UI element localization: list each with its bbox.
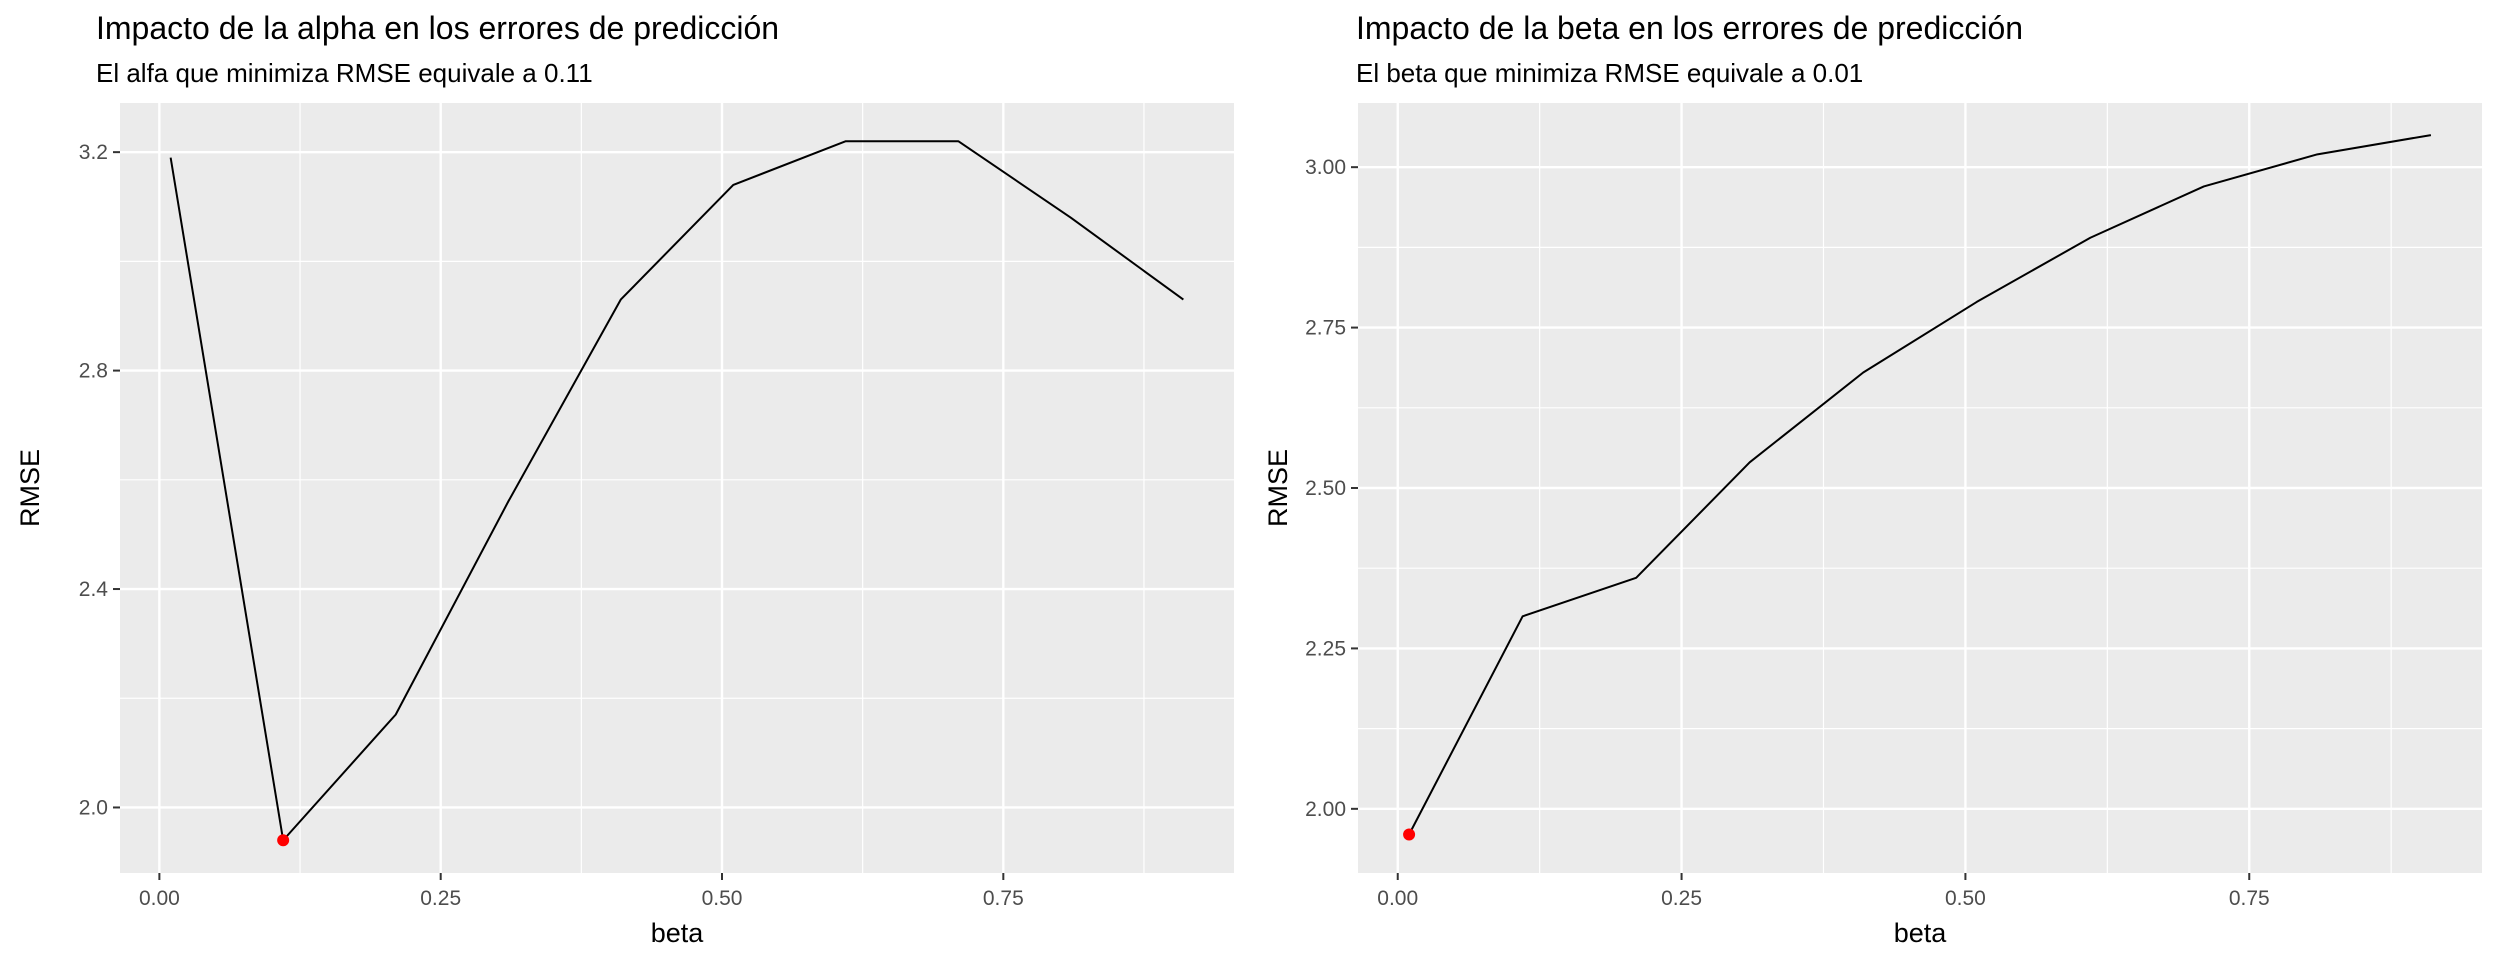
series-line — [1408, 134, 2432, 835]
y-tick-label: 2.8 — [79, 360, 108, 383]
chart-subtitle: El alfa que minimiza RMSE equivale a 0.1… — [96, 58, 593, 88]
chart-panel-alpha: Impacto de la alpha en los errores de pr… — [15, 10, 1234, 948]
y-axis-title: RMSE — [1263, 449, 1293, 527]
line-chart-alpha: 0.00 0.25 0.50 0.75 2.0 2.4 2.8 3.2 beta RMSE — [15, 103, 1234, 948]
y-tick-label: 2.0 — [79, 796, 108, 819]
y-tick-label: 2.4 — [79, 578, 109, 601]
min-point — [277, 834, 290, 847]
chart-subtitle: El beta que minimiza RMSE equivale a 0.0… — [1356, 58, 1864, 88]
chart-panel-beta: Impacto de la beta en los errores de pre… — [1248, 0, 2496, 960]
min-point — [1403, 828, 1416, 841]
x-tick-label: 0.50 — [1945, 887, 1986, 910]
x-tick-label: 0.75 — [2229, 887, 2270, 910]
line-chart-beta: 0.00 0.25 0.50 0.75 2.00 2.25 2.50 2.75 3.00 beta… — [1263, 103, 2482, 948]
y-tick-label: 2.00 — [1305, 798, 1346, 821]
x-tick-label: 0.25 — [1661, 887, 1702, 910]
chart-title: Impacto de la beta en los errores de pre… — [1356, 10, 2024, 46]
chart-title: Impacto de la alpha en los errores de pr… — [96, 10, 780, 46]
y-tick-label: 2.75 — [1305, 317, 1346, 340]
y-tick-label: 2.25 — [1305, 637, 1346, 660]
y-axis-title: RMSE — [15, 449, 45, 527]
series-line — [169, 140, 1184, 842]
plot-background — [120, 103, 1234, 873]
x-tick-label: 0.50 — [702, 887, 743, 910]
x-axis-title: beta — [651, 918, 705, 948]
y-tick-label: 2.50 — [1305, 477, 1346, 500]
x-axis-title: beta — [1894, 918, 1948, 948]
y-tick-label: 3.2 — [79, 141, 108, 164]
x-tick-label: 0.75 — [983, 887, 1024, 910]
x-tick-label: 0.00 — [139, 887, 180, 910]
x-tick-label: 0.00 — [1377, 887, 1418, 910]
y-tick-label: 3.00 — [1305, 156, 1346, 179]
x-tick-label: 0.25 — [420, 887, 461, 910]
